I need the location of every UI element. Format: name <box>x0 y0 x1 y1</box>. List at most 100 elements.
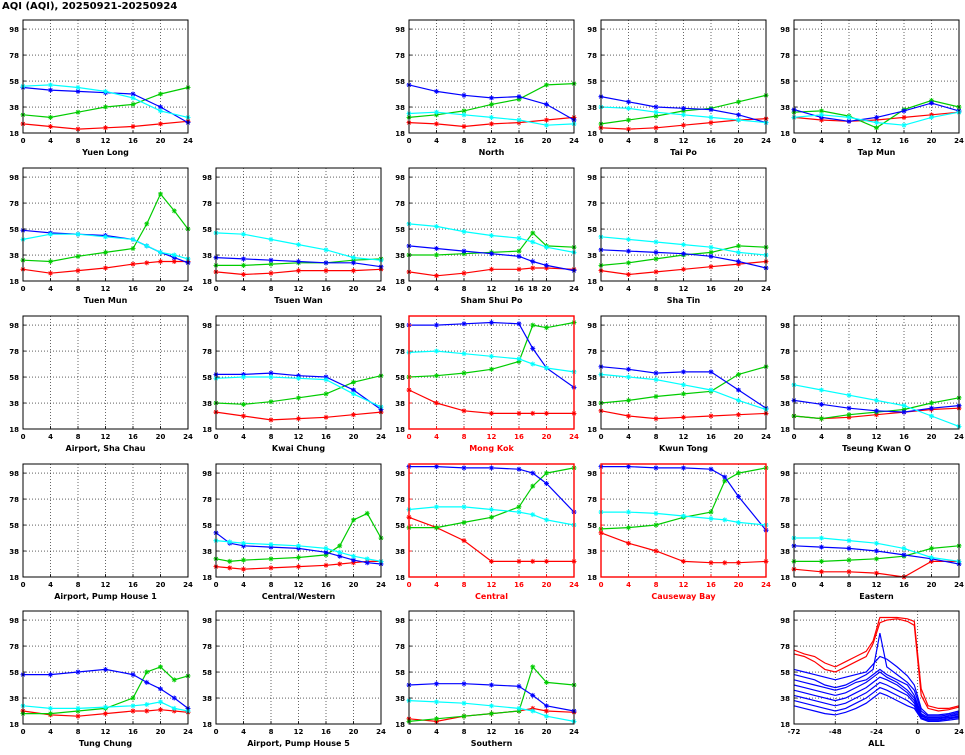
x-tick-label: 0 <box>599 581 604 589</box>
x-tick-label: 16 <box>514 581 524 589</box>
x-tick-label: 12 <box>872 581 882 589</box>
data-point-red <box>736 560 741 566</box>
data-point-blue <box>461 465 467 471</box>
y-tick-label: 38 <box>395 695 405 703</box>
data-point-red <box>144 260 150 266</box>
data-point-cyan <box>337 549 343 555</box>
data-point-green <box>351 517 356 523</box>
y-tick-label: 78 <box>587 496 597 504</box>
data-point-green <box>681 391 686 397</box>
data-point-blue <box>901 552 907 558</box>
data-point-green <box>874 556 879 562</box>
x-tick-label: 0 <box>407 285 412 293</box>
data-point-blue <box>489 682 494 688</box>
data-point-cyan <box>434 348 439 354</box>
data-point-blue <box>489 319 494 325</box>
data-point-green <box>48 114 53 120</box>
data-point-cyan <box>144 702 150 708</box>
y-tick-label: 78 <box>780 496 790 504</box>
y-tick-label: 78 <box>9 348 19 356</box>
y-tick-label: 38 <box>395 104 405 112</box>
x-tick-label: 16 <box>899 433 909 441</box>
data-point-red <box>544 558 549 564</box>
data-point-blue <box>171 695 177 701</box>
series-line-blue <box>793 686 960 721</box>
station-label: Kwai Chung <box>272 444 325 453</box>
data-point-red <box>681 558 686 564</box>
x-tick-label: 4 <box>819 581 824 589</box>
y-tick-label: 98 <box>587 174 597 182</box>
data-point-blue <box>544 703 549 709</box>
y-tick-label: 38 <box>395 252 405 260</box>
data-point-red <box>653 125 659 131</box>
x-tick-label: 20 <box>156 285 166 293</box>
x-tick-label: 16 <box>321 581 331 589</box>
x-tick-label: 8 <box>654 137 659 145</box>
y-tick-label: 18 <box>202 574 212 582</box>
data-point-red <box>708 120 714 126</box>
data-point-red <box>846 569 852 575</box>
series-line-blue <box>793 655 960 716</box>
data-point-red <box>708 264 714 270</box>
data-point-red <box>144 708 150 714</box>
data-point-blue <box>874 548 879 554</box>
chart-panel: 18 38 58 78 98 0 4 8 12 16 20 24 Airport, Pump House… <box>9 463 193 601</box>
x-tick-label: 16 <box>899 581 909 589</box>
data-point-green <box>901 407 907 413</box>
data-point-cyan <box>530 512 536 518</box>
data-point-cyan <box>846 114 852 120</box>
data-point-cyan <box>434 699 439 705</box>
data-point-blue <box>130 91 136 97</box>
x-tick-label: 4 <box>241 433 246 441</box>
data-point-green <box>544 82 549 88</box>
x-tick-label: -48 <box>829 728 842 736</box>
x-tick-label: 8 <box>269 285 274 293</box>
station-label: Tseung Kwan O <box>842 444 911 453</box>
data-point-cyan <box>296 543 301 549</box>
x-tick-label: 20 <box>734 285 744 293</box>
series-line-cyan <box>408 506 575 526</box>
y-tick-label: 78 <box>202 643 212 651</box>
x-tick-label: 16 <box>128 137 138 145</box>
data-point-red <box>434 273 439 279</box>
station-label: Southern <box>471 739 513 748</box>
x-tick-label: 8 <box>847 581 852 589</box>
data-point-blue <box>516 253 522 259</box>
y-tick-label: 18 <box>9 721 19 729</box>
y-tick-label: 58 <box>587 78 597 86</box>
data-point-cyan <box>819 387 824 393</box>
x-tick-label: 8 <box>269 581 274 589</box>
data-point-blue <box>929 405 934 411</box>
data-point-blue <box>901 108 907 114</box>
y-tick-label: 18 <box>202 721 212 729</box>
data-point-red <box>171 708 177 714</box>
data-point-blue <box>530 345 536 351</box>
data-point-red <box>489 121 494 127</box>
x-tick-label: -72 <box>788 728 801 736</box>
data-point-red <box>681 414 686 420</box>
data-point-green <box>268 261 274 267</box>
data-point-cyan <box>489 114 494 120</box>
data-point-green <box>434 252 439 258</box>
data-point-blue <box>461 248 467 254</box>
data-point-green <box>434 716 439 722</box>
y-tick-label: 58 <box>587 226 597 234</box>
data-point-cyan <box>296 242 301 248</box>
data-point-blue <box>241 371 246 377</box>
data-point-red <box>544 265 549 271</box>
data-point-cyan <box>901 122 907 128</box>
y-tick-label: 58 <box>587 522 597 530</box>
station-label: Tuen Mun <box>84 296 128 305</box>
x-tick-label: 12 <box>294 285 304 293</box>
x-tick-label: 0 <box>407 433 412 441</box>
y-tick-label: 58 <box>395 522 405 530</box>
data-point-blue <box>530 692 536 698</box>
data-point-cyan <box>268 236 274 242</box>
data-point-green <box>846 412 852 418</box>
x-tick-label: 4 <box>819 137 824 145</box>
x-tick-label: 24 <box>183 285 193 293</box>
data-point-green <box>819 416 824 422</box>
x-tick-label: 12 <box>101 137 111 145</box>
y-tick-label: 98 <box>202 470 212 478</box>
x-tick-label: 24 <box>183 581 193 589</box>
